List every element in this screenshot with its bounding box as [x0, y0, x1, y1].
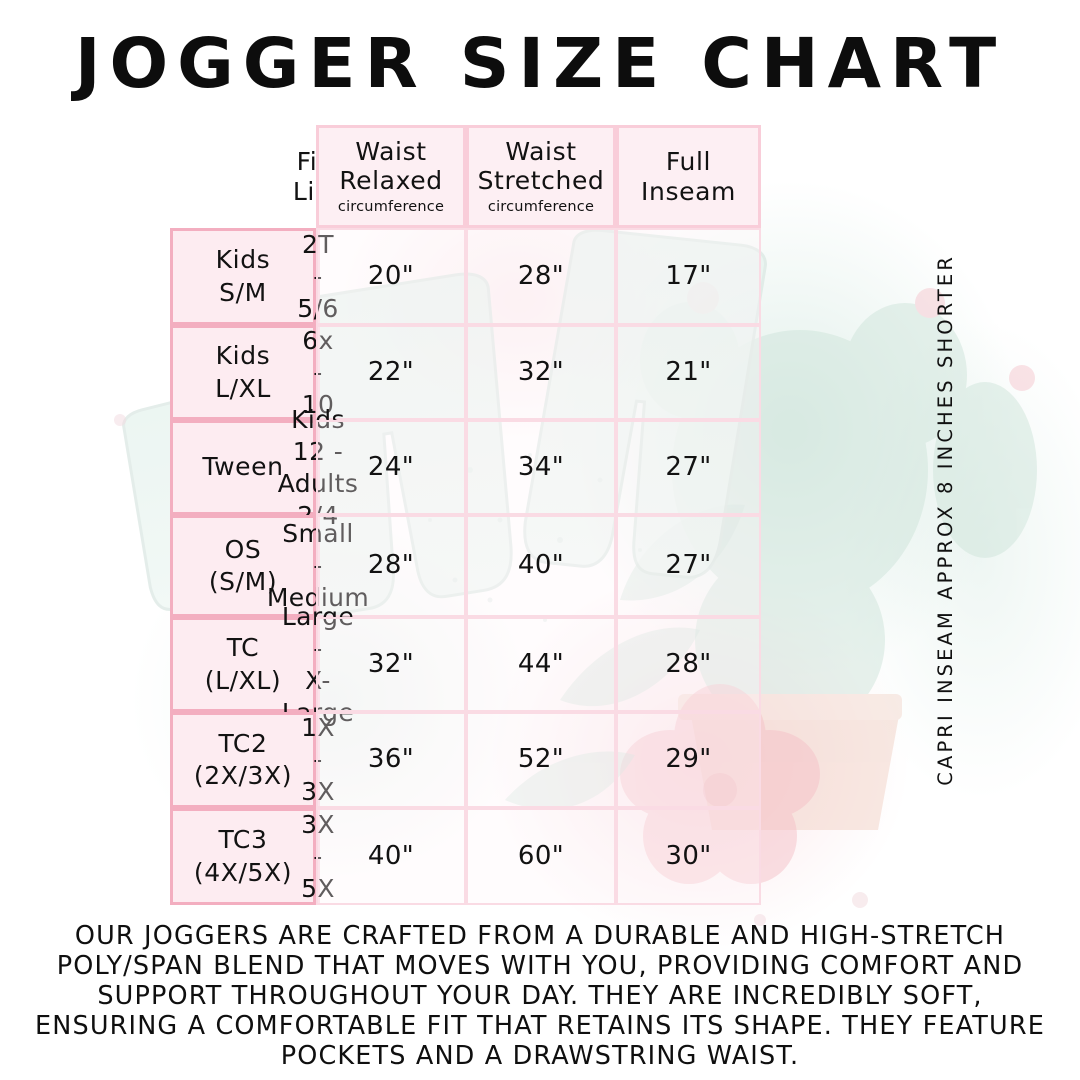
- size-label-line-1: OS: [224, 534, 262, 564]
- waist-stretched-cell: 32": [466, 325, 616, 420]
- header-line-2: Relaxed: [339, 166, 443, 196]
- size-label-line-1: Tween: [202, 452, 284, 482]
- size-label-line-1: Kids: [215, 341, 271, 370]
- waist-stretched-cell-value: 52": [517, 744, 565, 775]
- full-inseam-cell: 27": [616, 515, 761, 617]
- waist-stretched-cell-value: 44": [517, 648, 565, 679]
- waist-relaxed-cell-value: 24": [367, 451, 415, 482]
- waist-relaxed-cell: 40": [316, 808, 466, 905]
- waist-relaxed-cell-value: 40": [367, 840, 415, 871]
- description-line-2: POLY/SPAN BLEND THAT MOVES WITH YOU, PRO…: [56, 951, 1024, 981]
- size-label-cell: TC2 (2X/3X): [170, 712, 316, 808]
- header-line-1: Full: [665, 147, 712, 176]
- table-grid: FitsLikeWaistRelaxedcircumferenceWaistSt…: [170, 125, 905, 905]
- description-line-5: POCKETS AND A DRAWSTRING WAIST.: [280, 1041, 800, 1071]
- size-label-line-2: (2X/3X): [193, 761, 293, 790]
- size-label-cell: TC3 (4X/5X): [170, 808, 316, 905]
- header-subtitle: circumference: [337, 198, 445, 215]
- waist-stretched-cell-value: 60": [517, 840, 565, 871]
- waist-stretched-cell-value: 34": [517, 451, 565, 482]
- full-inseam-cell-value: 27": [665, 550, 712, 581]
- full-inseam-cell: 29": [616, 712, 761, 808]
- waist-relaxed-cell-value: 20": [367, 260, 415, 291]
- waist-stretched-cell: 40": [466, 515, 616, 617]
- header-line-1: Waist: [355, 136, 427, 166]
- size-label-line-2: L/XL: [215, 373, 271, 403]
- waist-relaxed-cell: 36": [316, 712, 466, 808]
- full-inseam-cell-value: 27": [665, 451, 712, 482]
- size-label-line-1: TC: [226, 633, 260, 662]
- waist-relaxed-cell: 24": [316, 420, 466, 515]
- table-header-4: Full Inseam: [616, 125, 761, 228]
- size-label-cell: Kids S/M: [170, 228, 316, 325]
- capri-inseam-note: CAPRI INSEAM APPROX 8 INCHES SHORTER: [906, 230, 984, 810]
- waist-relaxed-cell-value: 28": [367, 550, 415, 581]
- waist-stretched-cell-value: 28": [517, 260, 565, 291]
- capri-inseam-note-text: CAPRI INSEAM APPROX 8 INCHES SHORTER: [933, 254, 957, 786]
- waist-stretched-cell: 28": [466, 228, 616, 325]
- page-title: JOGGER SIZE CHART: [74, 24, 1006, 104]
- product-description: OUR JOGGERS ARE CRAFTED FROM A DURABLE A…: [22, 921, 1058, 1071]
- size-label-line-2: S/M: [219, 277, 267, 307]
- full-inseam-cell-value: 30": [665, 840, 712, 871]
- description-line-4: ENSURING A COMFORTABLE FIT THAT RETAINS …: [35, 1011, 1045, 1041]
- waist-relaxed-cell: 20": [316, 228, 466, 325]
- size-label-line-1: TC2: [218, 728, 268, 758]
- full-inseam-cell-value: 17": [665, 260, 712, 291]
- waist-relaxed-cell-value: 36": [367, 744, 415, 775]
- waist-relaxed-cell: 32": [316, 617, 466, 712]
- full-inseam-cell: 27": [616, 420, 761, 515]
- full-inseam-cell-value: 21": [665, 356, 712, 387]
- table-header-2: Waist Relaxed circumference: [316, 125, 466, 228]
- size-label-line-2: (L/XL): [204, 665, 282, 695]
- header-subtitle: circumference: [487, 198, 595, 215]
- waist-stretched-cell: 60": [466, 808, 616, 905]
- full-inseam-cell: 30": [616, 808, 761, 905]
- full-inseam-cell-value: 29": [665, 744, 712, 775]
- size-label-line-1: TC3: [218, 825, 268, 854]
- waist-relaxed-cell-value: 22": [367, 356, 415, 387]
- header-line-2: Stretched: [477, 166, 605, 196]
- header-line-1: Waist: [505, 136, 577, 166]
- size-label-line-2: (4X/5X): [193, 857, 293, 887]
- size-chart-table: FitsLikeWaistRelaxedcircumferenceWaistSt…: [170, 125, 905, 905]
- description-line-1: OUR JOGGERS ARE CRAFTED FROM A DURABLE A…: [74, 921, 1006, 951]
- table-header-3: Waist Stretched circumference: [466, 125, 616, 228]
- waist-stretched-cell: 52": [466, 712, 616, 808]
- waist-relaxed-cell-value: 32": [367, 648, 415, 679]
- full-inseam-cell: 28": [616, 617, 761, 712]
- waist-stretched-cell: 34": [466, 420, 616, 515]
- size-label-line-1: Kids: [215, 245, 271, 274]
- waist-stretched-cell-value: 40": [517, 550, 565, 581]
- full-inseam-cell-value: 28": [665, 648, 712, 679]
- waist-stretched-cell-value: 32": [517, 356, 565, 387]
- waist-stretched-cell: 44": [466, 617, 616, 712]
- description-line-3: SUPPORT THROUGHOUT YOUR DAY. THEY ARE IN…: [97, 981, 983, 1011]
- header-line-2: Inseam: [641, 176, 736, 206]
- full-inseam-cell: 21": [616, 325, 761, 420]
- full-inseam-cell: 17": [616, 228, 761, 325]
